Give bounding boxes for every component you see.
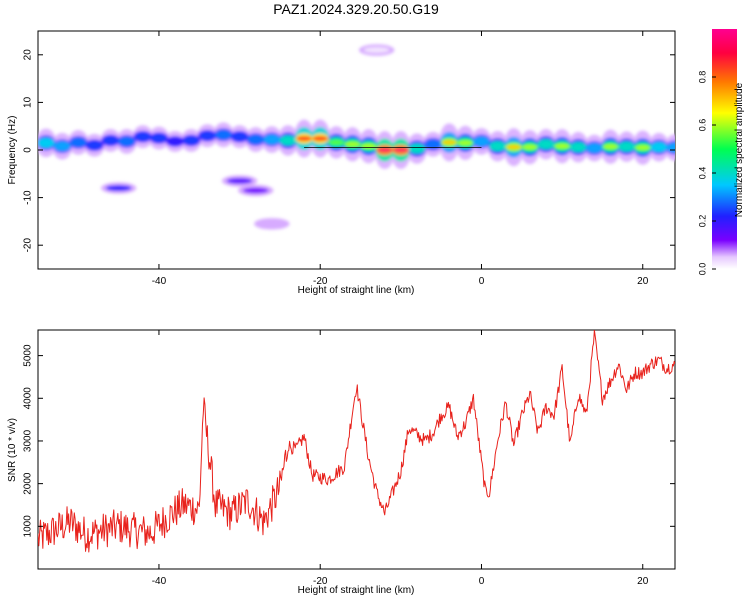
snr-panel: -40 -20 0 20 1000 2000 3000 4000 5000 Height of …	[7, 329, 676, 596]
spectrogram-core	[102, 135, 120, 146]
spectrogram-ytick-label: -20	[23, 238, 34, 253]
spectrogram-core	[424, 139, 442, 150]
spectrogram-peak	[312, 136, 328, 141]
spectrogram-ytick-label: 0	[23, 147, 34, 153]
spectrogram-core	[85, 140, 103, 151]
snr-ytick-label: 5000	[23, 344, 34, 367]
snr-axes: -40 -20 0 20 1000 2000 3000 4000 5000	[23, 330, 675, 587]
colorbar-tick-label: 0.8	[697, 71, 707, 84]
spectrogram-core	[247, 134, 265, 145]
spectrogram-core	[134, 131, 152, 142]
snr-xtick-label: 20	[637, 576, 649, 587]
spectrogram-core	[263, 134, 281, 145]
spectrogram-ytick-label: 10	[23, 96, 34, 108]
spectrogram-xtick-label: -20	[313, 276, 328, 287]
spectrogram-xtick-label: -40	[152, 276, 167, 287]
snr-ytick-label: 3000	[23, 429, 34, 452]
spectrogram-core	[537, 139, 555, 150]
spectrogram-xtick-label: 0	[479, 276, 485, 287]
spectrogram-secondary-feature	[363, 47, 390, 53]
colorbar-tick-label: 0.6	[697, 119, 707, 132]
spectrogram-core	[150, 132, 168, 144]
spectrogram-peak	[441, 140, 457, 145]
spectrogram-axes: -40 -20 0 20 -20 -10 0 10 20	[23, 31, 675, 287]
snr-ylabel: SNR (10 * v/v)	[7, 418, 18, 482]
spectrogram-peak	[554, 144, 570, 149]
spectrogram-content	[38, 44, 675, 230]
snr-xtick-label: -40	[152, 576, 167, 587]
spectrogram-secondary-feature	[258, 220, 285, 227]
spectrogram-peak	[457, 140, 474, 146]
spectrogram-core	[569, 141, 587, 153]
spectrogram-core	[166, 136, 184, 147]
spectrogram-core	[231, 131, 249, 142]
snr-ytick-label: 1000	[23, 515, 34, 538]
spectrogram-core	[666, 142, 675, 153]
snr-series-line	[38, 330, 675, 553]
snr-frame	[37, 329, 676, 570]
spectrogram-peak	[506, 145, 522, 150]
snr-xtick-label: 0	[479, 576, 485, 587]
spectrogram-secondary-feature	[105, 185, 132, 191]
spectrogram-ytick-label: -10	[23, 190, 34, 205]
spectrogram-peak	[344, 142, 361, 147]
snr-ytick-label: 2000	[23, 472, 34, 495]
spectrogram-peak	[635, 145, 651, 150]
spectrogram-peak	[377, 147, 393, 153]
spectrogram-core	[279, 135, 297, 146]
spectrogram-xtick-label: 20	[637, 276, 649, 287]
spectrogram-core	[53, 140, 71, 152]
snr-xtick-label: -20	[313, 576, 328, 587]
colorbar-scale	[712, 29, 737, 269]
spectrogram-core	[489, 140, 507, 152]
spectrogram-core	[182, 135, 200, 146]
spectrogram-ytick-label: 20	[23, 49, 34, 61]
spectrogram-secondary-feature	[242, 187, 269, 194]
colorbar-tick-label: 0.2	[697, 215, 707, 228]
spectrogram-panel: -40 -20 0 20 -20 -10 0 10 20 Height of straight …	[7, 30, 676, 296]
spectrogram-core	[473, 136, 490, 147]
spectrogram-core	[650, 141, 668, 153]
spectrogram-peak	[522, 145, 538, 150]
spectrogram-core	[214, 129, 232, 141]
spectrogram-peak	[602, 144, 619, 149]
spectrogram-core	[118, 136, 136, 147]
colorbar-tick-label: 0.0	[697, 263, 707, 276]
spectrogram-core	[38, 137, 55, 149]
snr-ytick-label: 4000	[23, 387, 34, 410]
spectrogram-ylabel: Frequency (Hz)	[7, 116, 18, 185]
spectrogram-peak	[328, 140, 345, 145]
spectrogram-core	[618, 141, 636, 152]
colorbar: 0.0 0.2 0.4 0.6 0.8 Normalized spectral ampl…	[697, 29, 745, 275]
spectrogram-peak	[393, 147, 409, 153]
colorbar-ticks: 0.0 0.2 0.4 0.6 0.8	[697, 71, 716, 276]
spectrogram-core	[585, 142, 603, 154]
spectrogram-core	[69, 137, 87, 148]
spectrogram-blobs	[38, 44, 675, 230]
figure-title: PAZ1.2024.329.20.50.G19	[273, 1, 439, 17]
spectrogram-core	[198, 130, 216, 141]
spectrogram-xlabel: Height of straight line (km)	[298, 285, 415, 296]
spectrogram-peak	[296, 136, 312, 141]
colorbar-label: Normalized spectral amplitude	[734, 82, 745, 217]
spectrogram-secondary-feature	[226, 178, 253, 184]
spectrogram-core	[408, 143, 426, 154]
colorbar-tick-label: 0.4	[697, 167, 707, 180]
snr-xlabel: Height of straight line (km)	[298, 585, 415, 596]
